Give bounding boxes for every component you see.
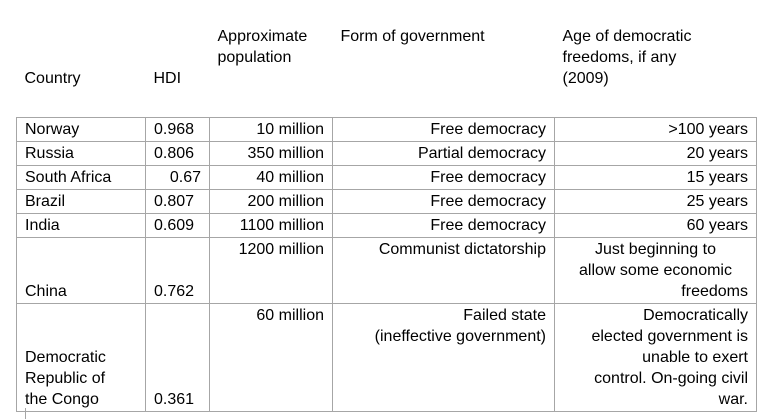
cell-government: Communist dictatorship	[332, 237, 555, 304]
cell-hdi: 0.806	[145, 141, 210, 166]
hdi-comparison-table: Country HDI Approximate population Form …	[16, 0, 757, 412]
cell-country: Democratic Republic of the Congo	[16, 303, 146, 412]
header-country: Country	[24, 70, 81, 87]
table-row: Norway 0.968 10 million Free democracy >…	[16, 117, 757, 142]
cell-age: 15 years	[554, 165, 757, 190]
cell-government: Free democracy	[332, 165, 555, 190]
cell-population: 200 million	[209, 189, 333, 214]
cell-government: Failed state (ineffective government)	[332, 303, 555, 412]
cell-age: 25 years	[554, 189, 757, 214]
cell-hdi: 0.762	[145, 237, 210, 304]
cell-hdi: 0.807	[145, 189, 210, 214]
cell-population: 1200 million	[209, 237, 333, 304]
cell-age: >100 years	[554, 117, 757, 142]
cell-age: 20 years	[554, 141, 757, 166]
cell-population: 350 million	[209, 141, 333, 166]
cell-age: 60 years	[554, 213, 757, 238]
cell-country: Norway	[16, 117, 146, 142]
cell-population: 1100 million	[209, 213, 333, 238]
cell-government: Free democracy	[332, 213, 555, 238]
cell-government: Partial democracy	[332, 141, 555, 166]
cell-country: China	[16, 237, 146, 304]
cell-country: South Africa	[16, 165, 146, 190]
table-row: South Africa 0.67 40 million Free democr…	[16, 165, 757, 190]
cell-country: Russia	[16, 141, 146, 166]
cell-age: Democratically elected government is una…	[554, 303, 757, 412]
cell-hdi: 0.968	[145, 117, 210, 142]
table-row: China 0.762 1200 million Communist dicta…	[16, 237, 757, 304]
cell-population: 60 million	[209, 303, 333, 412]
cell-country: Brazil	[16, 189, 146, 214]
table-row: Brazil 0.807 200 million Free democracy …	[16, 189, 757, 214]
cell-government: Free democracy	[332, 189, 555, 214]
header-population: Approximate population	[217, 28, 308, 66]
text-cursor-mark	[25, 408, 26, 419]
table-row: Russia 0.806 350 million Partial democra…	[16, 141, 757, 166]
cell-population: 10 million	[209, 117, 333, 142]
cell-age: Just beginning to allow some economic fr…	[554, 237, 757, 304]
cell-government: Free democracy	[332, 117, 555, 142]
cell-hdi: 0.361	[145, 303, 210, 412]
cell-population: 40 million	[209, 165, 333, 190]
cell-hdi: 0.609	[145, 213, 210, 238]
cell-country: India	[16, 213, 146, 238]
header-hdi: HDI	[153, 70, 182, 87]
document-page: Country HDI Approximate population Form …	[16, 0, 757, 412]
table-row: Democratic Republic of the Congo 0.361 6…	[16, 303, 757, 412]
header-age: Age of democratic freedoms, if any (2009…	[562, 28, 692, 87]
header-government: Form of government	[340, 28, 485, 45]
header-row: Country HDI Approximate population Form …	[17, 0, 757, 118]
cell-hdi: 0.67	[145, 165, 210, 190]
table-row: India 0.609 1100 million Free democracy …	[16, 213, 757, 238]
